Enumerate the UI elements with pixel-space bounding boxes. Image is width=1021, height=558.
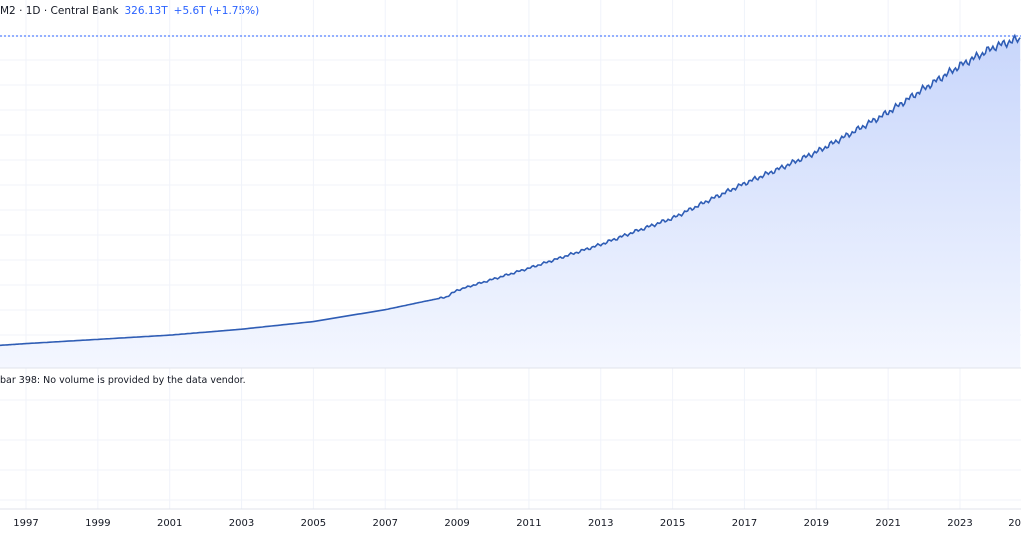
x-tick-label: 2017 [732,518,757,529]
chart-legend: M2 · 1D · Central Bank 326.13T +5.6T (+1… [0,3,259,19]
legend-price: 326.13T [124,5,168,17]
x-tick-label: 2011 [516,518,541,529]
volume-note: bar 398: No volume is provided by the da… [0,375,246,386]
x-tick-label: 2009 [444,518,469,529]
x-tick-label: 2023 [947,518,972,529]
x-tick-label: 2021 [875,518,900,529]
legend-change: +5.6T (+1.75%) [173,5,260,17]
x-tick-label: 2005 [301,518,326,529]
x-tick-label: 2013 [588,518,613,529]
x-tick-label: 2003 [229,518,254,529]
x-axis: 1997 1999 2001 2003 2005 2007 2009 2011 2013 2015… [13,518,1021,529]
series-area-fill [0,35,1021,368]
x-tick-label: 2007 [373,518,398,529]
x-tick-label: 2019 [804,518,829,529]
series-line [0,33,1021,347]
legend-symbol: M2 · 1D · Central Bank [0,5,119,17]
x-tick-label: 1997 [13,518,38,529]
x-tick-label: 20 [1008,518,1021,529]
x-tick-label: 1999 [85,518,110,529]
x-tick-label: 2001 [157,518,182,529]
x-tick-label: 2015 [660,518,685,529]
